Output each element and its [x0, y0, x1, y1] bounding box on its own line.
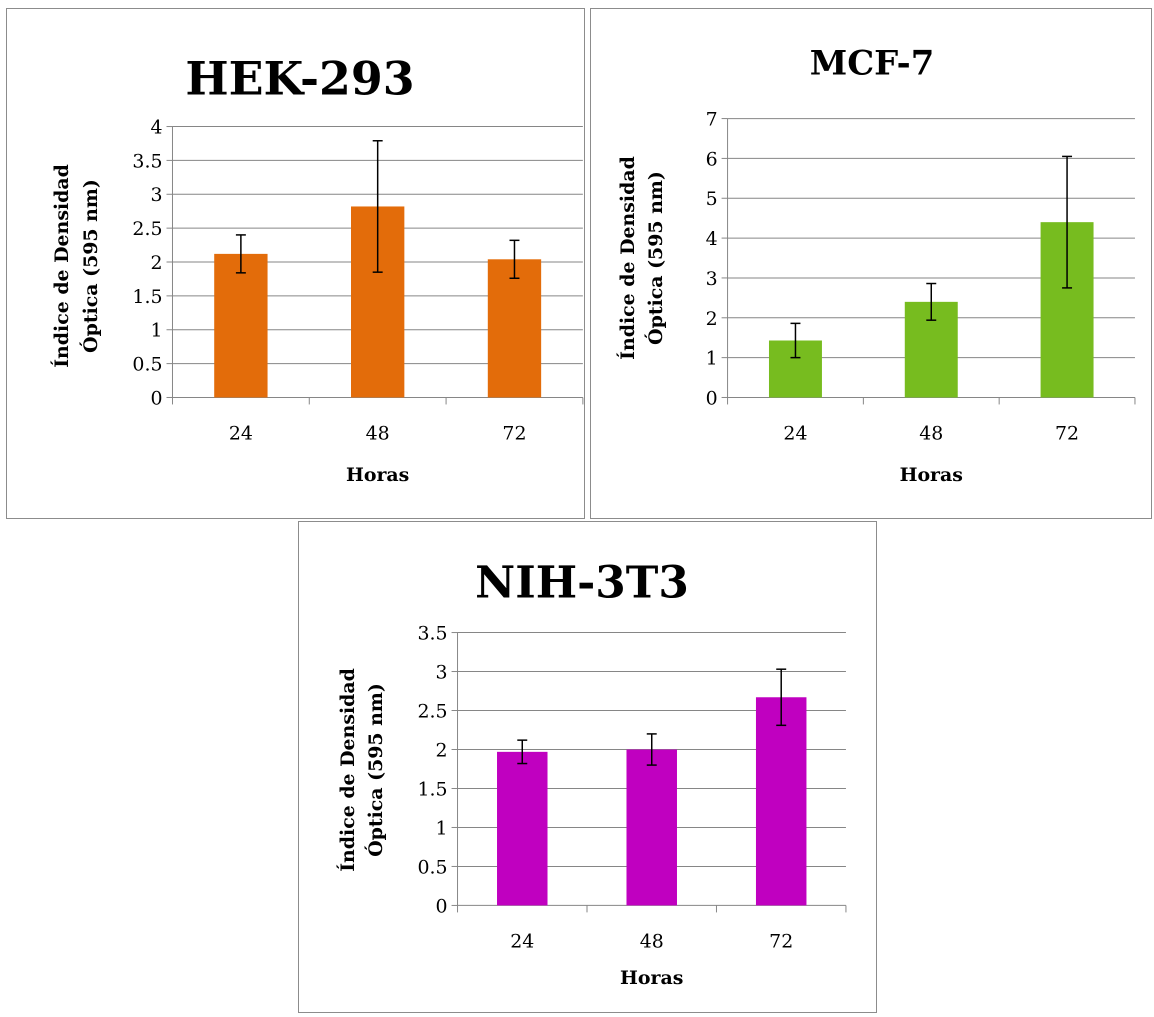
chart-title: HEK-293 [185, 52, 414, 106]
bar-chart-nih3t3: NIH-3T3 0 0.5 1 1.5 2 2.5 3 3.5 24 48 72 Horas Índice… [336, 558, 847, 989]
y-tick-label: 2.5 [132, 218, 162, 240]
y-tick-label: 0.5 [417, 856, 447, 878]
x-axis-label: Horas [620, 967, 683, 989]
error-bar-48 [372, 140, 383, 273]
y-tick-label: 3 [436, 662, 448, 684]
y-axis-label-line: Óptica (595 nm) [364, 683, 387, 857]
y-tick-label: 1 [706, 348, 718, 370]
y-axis-label-line: Óptica (595 nm) [644, 171, 667, 345]
x-tick-label: 72 [1055, 422, 1079, 444]
y-tick-label: 6 [706, 148, 718, 170]
y-tick-label: 1.5 [417, 778, 447, 800]
error-bar-48 [926, 282, 937, 321]
y-tick-label: 2.5 [417, 700, 447, 722]
y-tick-label: 0 [150, 387, 162, 409]
y-tick-label: 4 [706, 228, 718, 250]
x-axis-label: Horas [900, 464, 963, 486]
x-tick-label: 48 [919, 422, 943, 444]
error-bar-24 [517, 739, 528, 765]
x-tick-label: 48 [366, 422, 390, 444]
chart-panel-nih3t3: NIH-3T3 0 0.5 1 1.5 2 2.5 3 3.5 24 48 72 Horas Índice… [298, 521, 877, 1013]
x-tick-label: 72 [502, 422, 526, 444]
chart-panel-mcf7: MCF-7 0 1 2 3 4 5 6 7 24 48 72 Horas Índice de Densid… [590, 8, 1152, 519]
y-tick-label: 5 [706, 188, 718, 210]
error-bar-24 [790, 322, 801, 359]
y-tick-label: 0.5 [132, 354, 162, 376]
bar-72 [755, 697, 807, 906]
y-tick-label: 0 [706, 387, 718, 409]
error-bar-24 [235, 234, 246, 274]
bar-48 [626, 749, 677, 906]
y-tick-label: 1 [150, 320, 162, 342]
x-tick-label: 48 [640, 930, 664, 952]
y-tick-label: 3.5 [417, 623, 447, 645]
bar-chart-mcf7: MCF-7 0 1 2 3 4 5 6 7 24 48 72 Horas Índice de Densid… [616, 43, 1136, 486]
error-bar-72 [509, 239, 520, 280]
y-tick-label: 0 [436, 895, 448, 917]
y-axis-label-line: Índice de Densidad [336, 668, 359, 872]
x-tick-label: 24 [783, 422, 807, 444]
chart-panel-hek293: HEK-293 0 0.5 1 1.5 2 2.5 3 3.5 4 24 48 72 Horas Índic… [6, 8, 585, 519]
y-tick-label: 3.5 [132, 150, 162, 172]
x-tick-label: 24 [510, 930, 534, 952]
y-tick-label: 4 [150, 117, 162, 139]
x-tick-label: 24 [229, 422, 253, 444]
y-tick-label: 7 [706, 109, 718, 131]
error-bar-72 [776, 668, 787, 727]
y-tick-label: 1.5 [132, 286, 162, 308]
bar-24 [497, 751, 548, 906]
error-bar-48 [646, 733, 657, 766]
chart-title: MCF-7 [810, 43, 935, 83]
y-tick-label: 3 [150, 184, 162, 206]
x-axis-label: Horas [346, 464, 409, 486]
y-axis-label-line: Óptica (595 nm) [79, 179, 102, 353]
y-tick-label: 2 [150, 252, 162, 274]
bar-72 [487, 259, 542, 398]
error-bar-72 [1062, 155, 1073, 289]
y-tick-label: 1 [436, 817, 448, 839]
bar-chart-hek293: HEK-293 0 0.5 1 1.5 2 2.5 3 3.5 4 24 48 72 Horas Índic… [50, 52, 584, 486]
chart-title: NIH-3T3 [475, 558, 689, 609]
bar-24 [214, 253, 268, 398]
x-tick-label: 72 [769, 930, 793, 952]
y-tick-label: 2 [706, 308, 718, 330]
y-tick-label: 2 [436, 739, 448, 761]
y-axis-label-line: Índice de Densidad [616, 156, 639, 360]
y-axis-label-line: Índice de Densidad [50, 164, 73, 368]
y-tick-label: 3 [706, 268, 718, 290]
